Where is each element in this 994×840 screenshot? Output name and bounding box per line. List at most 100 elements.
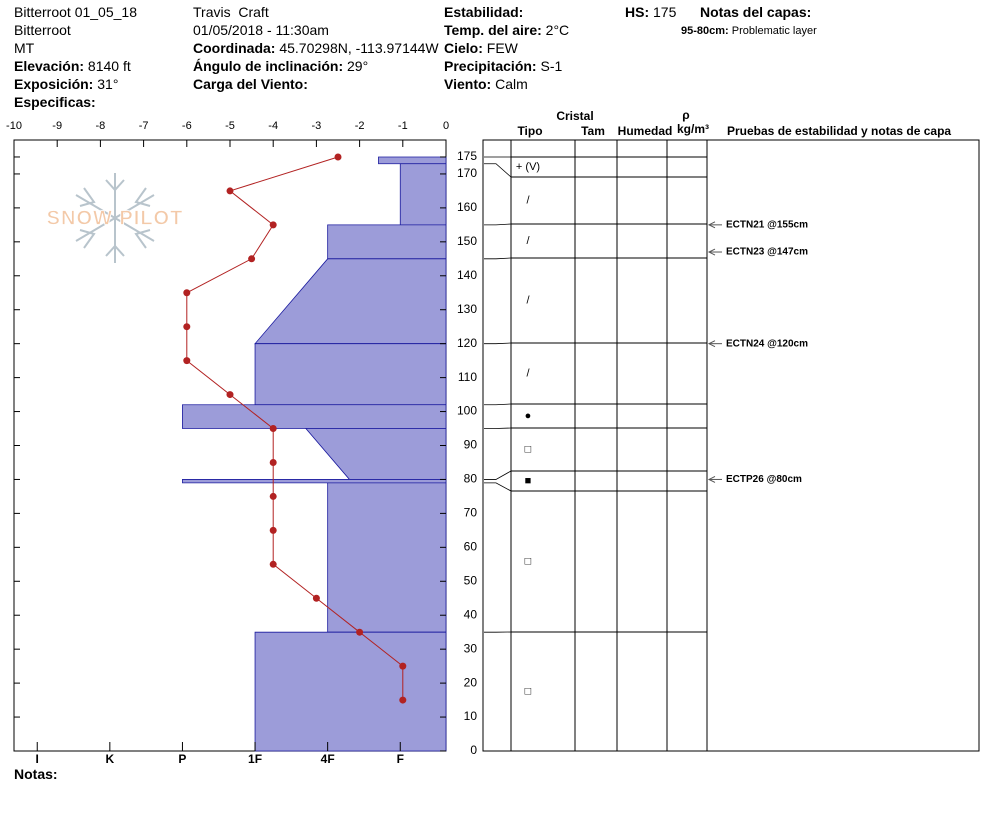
logo — [75, 173, 155, 263]
hardness-tick-label: 1F — [248, 752, 262, 766]
field-label: Precipitación: — [444, 58, 537, 74]
row-connector — [484, 482, 512, 492]
field-label: 95-80cm: — [681, 25, 729, 37]
x-tick-label: -1 — [398, 120, 408, 132]
crystal-symbol: / — [526, 194, 530, 206]
row-connector — [484, 163, 512, 178]
location: Bitterroot — [14, 22, 71, 38]
test-arrowhead — [707, 221, 716, 229]
field-label: Carga del Viento: — [193, 76, 308, 92]
y-tick-label: 50 — [464, 573, 478, 587]
row-connector — [484, 470, 512, 480]
temperature-point — [248, 255, 256, 263]
header-field: Carga del Viento: — [193, 76, 308, 92]
temperature-point — [269, 458, 277, 466]
y-tick-label: 175 — [457, 149, 477, 163]
y-tick-label: 0 — [470, 743, 477, 757]
observer: Travis Craft — [193, 4, 269, 20]
y-tick-label: 110 — [458, 370, 477, 384]
temperature-point — [183, 323, 191, 331]
temperature-point — [399, 662, 407, 670]
y-tick-label: 130 — [457, 302, 477, 316]
header-field: Notas: — [14, 766, 58, 782]
y-tick-label: 140 — [457, 268, 477, 282]
header-field: Estabilidad: — [444, 4, 523, 20]
field-value: Problematic layer — [731, 25, 817, 37]
header-field: MT — [14, 40, 34, 56]
y-tick-label: 90 — [464, 438, 478, 452]
temperature-point — [183, 357, 191, 365]
column-header: Tam — [581, 124, 605, 138]
hardness-layer — [182, 479, 447, 484]
hardness-tick-label: K — [106, 752, 115, 766]
test-label: ECTN23 @147cm — [726, 247, 808, 258]
temperature-point — [269, 560, 277, 568]
crystal-symbol: □ — [525, 685, 532, 697]
hardness-layer — [378, 156, 447, 165]
hardness-tick-label: I — [36, 752, 39, 766]
y-tick-label: 40 — [464, 607, 478, 621]
column-header: Tipo — [517, 124, 542, 138]
field-label: Elevación: — [14, 58, 85, 74]
header-field: Viento: Calm — [444, 76, 528, 92]
crystal-symbol: + (V) — [516, 161, 540, 173]
y-tick-label: 100 — [457, 404, 477, 418]
header-field: Coordinada: 45.70298N, -113.97144W — [193, 40, 439, 56]
header-field: Cielo: FEW — [444, 40, 518, 56]
temperature-point — [269, 526, 277, 534]
y-tick-label: 150 — [457, 234, 477, 248]
hardness-tick-label: P — [178, 752, 186, 766]
x-tick-label: -10 — [6, 120, 22, 132]
y-tick-label: 160 — [457, 200, 477, 214]
y-tick-label: 80 — [464, 472, 478, 486]
hardness-layer — [327, 482, 447, 633]
column-header: Humedad — [618, 124, 673, 138]
state: MT — [14, 40, 35, 56]
header-field: 95-80cm: Problematic layer — [681, 23, 817, 39]
table-frame — [482, 139, 980, 752]
hardness-layer — [305, 428, 447, 480]
crystal-symbol: □ — [525, 443, 532, 455]
row-connector — [484, 257, 512, 260]
header-field: Travis Craft — [193, 4, 269, 20]
test-arrowhead — [707, 340, 716, 348]
x-tick-label: 0 — [443, 120, 449, 132]
field-label: Cielo: — [444, 40, 483, 56]
field-label: Coordinada: — [193, 40, 276, 56]
y-tick-label: 30 — [464, 641, 478, 655]
hardness-layer — [327, 224, 447, 260]
column-header: ρ — [682, 108, 689, 122]
hardness-layer — [399, 163, 447, 226]
field-value: 8140 ft — [87, 58, 131, 74]
hardness-layer — [254, 343, 447, 406]
y-tick-label: 170 — [457, 166, 477, 180]
temperature-point — [226, 391, 234, 399]
x-tick-label: -6 — [182, 120, 192, 132]
x-tick-label: -3 — [312, 120, 322, 132]
field-label: Exposición: — [14, 76, 94, 92]
header-field: HS: 175 — [625, 4, 676, 20]
test-label: ECTN21 @155cm — [726, 220, 808, 231]
temperature-point — [334, 153, 342, 161]
field-value: FEW — [486, 40, 518, 56]
field-label: Especificas: — [14, 94, 96, 110]
crystal-symbol: □ — [525, 555, 532, 567]
hardness-tick-label: 4F — [321, 752, 335, 766]
crystal-symbol: ■ — [525, 475, 532, 487]
datetime: 01/05/2018 - 11:30am — [193, 22, 329, 38]
header-field: Notas del capas: — [700, 4, 811, 20]
temperature-point — [312, 594, 320, 602]
temperature-point — [183, 289, 191, 297]
field-label: Temp. del aire: — [444, 22, 542, 38]
field-label: Estabilidad: — [444, 4, 524, 20]
row-connector — [484, 342, 512, 345]
test-label: ECTN24 @120cm — [726, 338, 808, 349]
field-value: 29° — [347, 58, 369, 74]
header-field: Precipitación: S-1 — [444, 58, 562, 74]
temperature-point — [269, 425, 277, 433]
field-value: 175 — [653, 4, 677, 20]
header-field: Exposición: 31° — [14, 76, 118, 92]
temperature-point — [269, 221, 277, 229]
field-label: Viento: — [444, 76, 492, 92]
